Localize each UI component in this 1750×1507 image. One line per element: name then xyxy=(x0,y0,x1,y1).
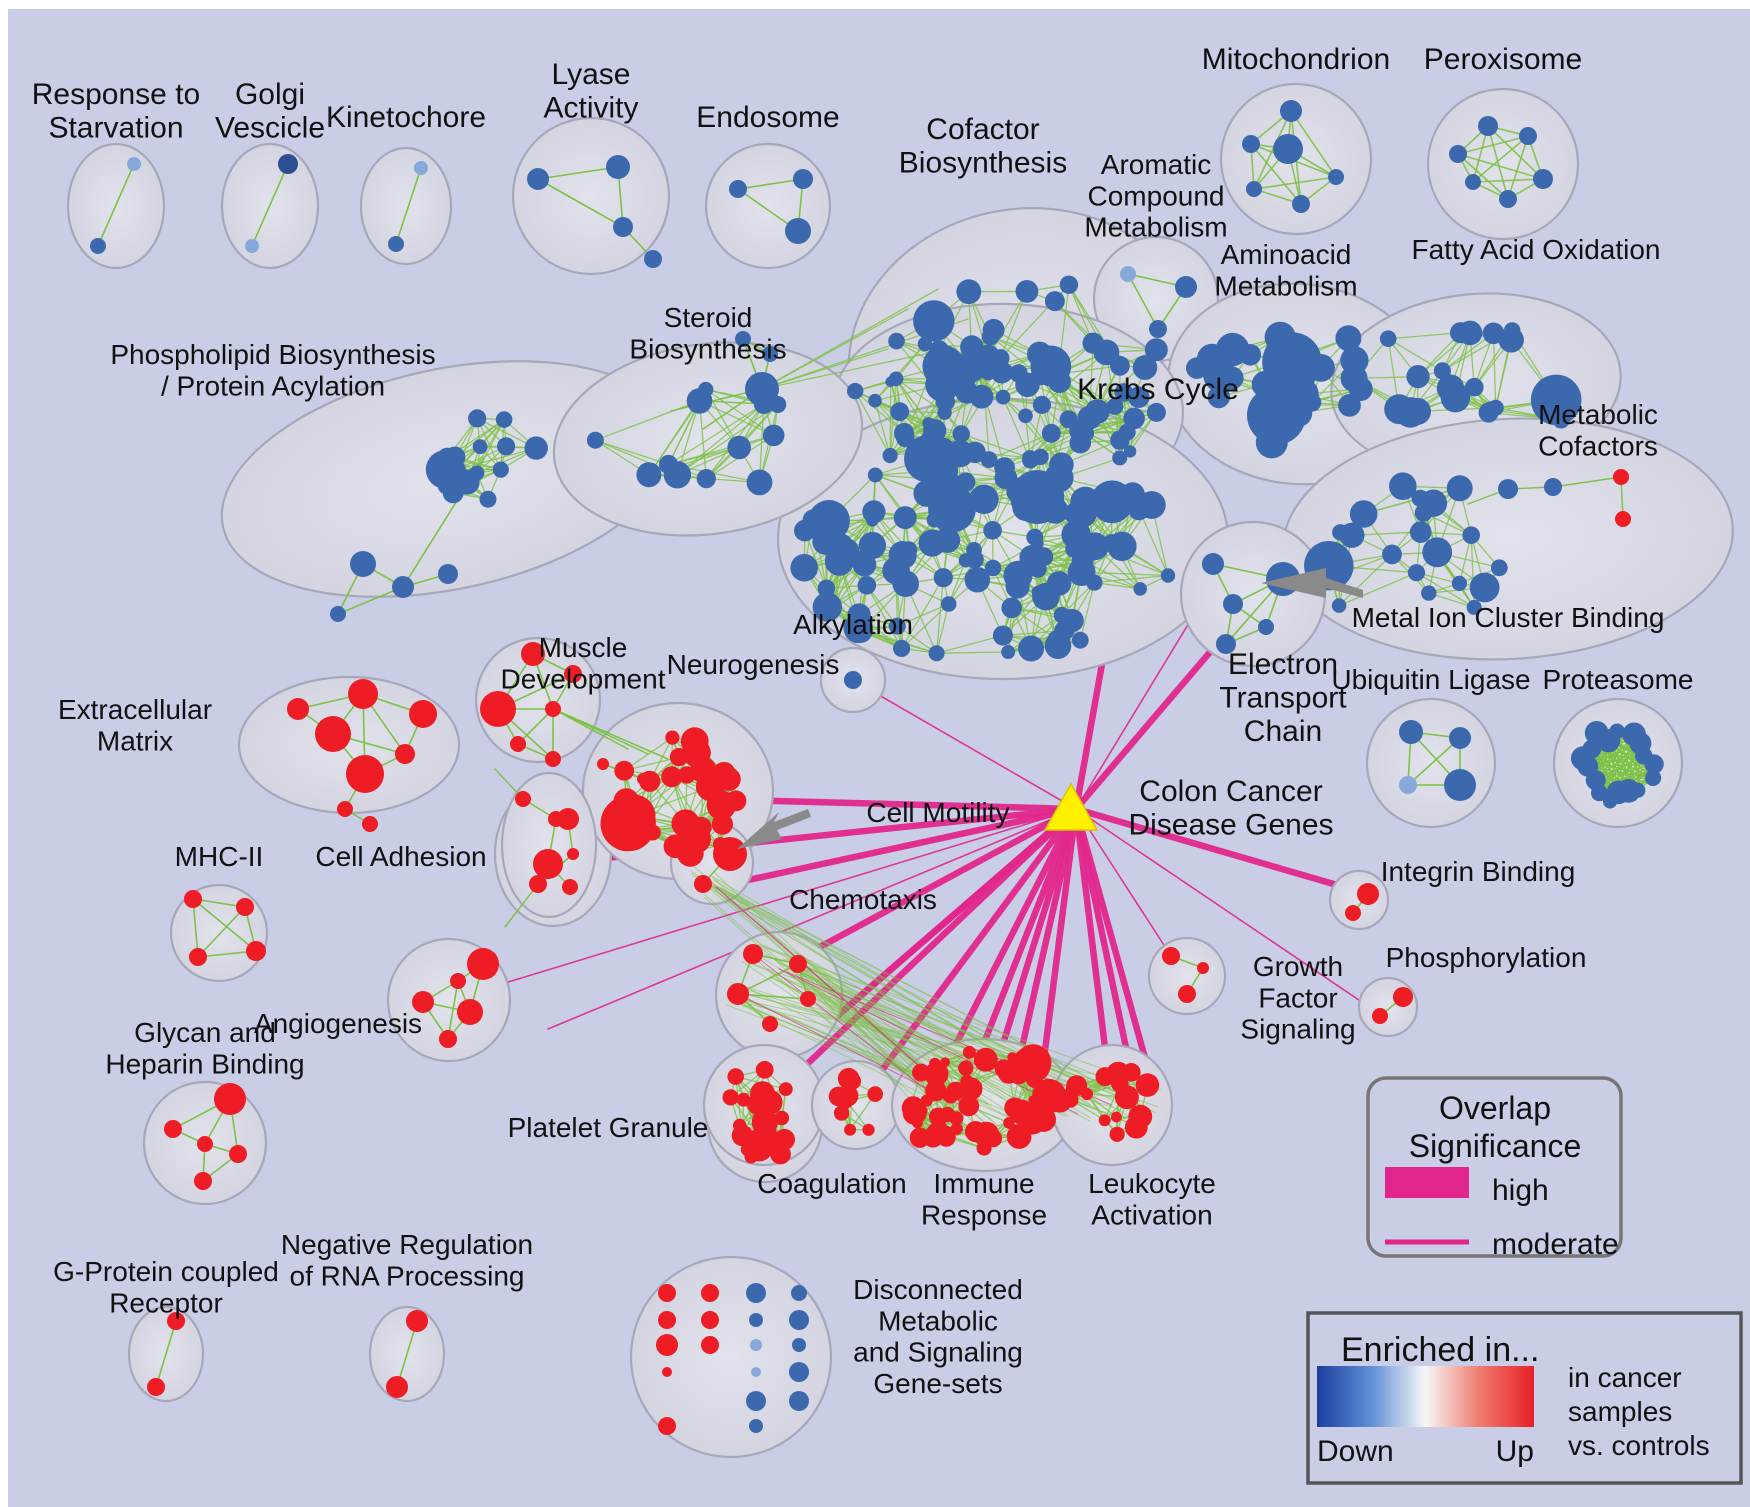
svg-text:Proteasome: Proteasome xyxy=(1543,664,1694,695)
svg-text:Neurogenesis: Neurogenesis xyxy=(667,649,840,680)
svg-text:Coagulation: Coagulation xyxy=(757,1168,906,1199)
svg-text:Down: Down xyxy=(1317,1435,1394,1468)
svg-text:vs. controls: vs. controls xyxy=(1568,1430,1710,1461)
svg-text:moderate: moderate xyxy=(1492,1228,1619,1261)
svg-text:Angiogenesis: Angiogenesis xyxy=(254,1008,422,1039)
svg-text:Mitochondrion: Mitochondrion xyxy=(1202,43,1390,76)
svg-text:Alkylation: Alkylation xyxy=(793,609,913,640)
svg-text:Chemotaxis: Chemotaxis xyxy=(789,884,937,915)
svg-text:Endosome: Endosome xyxy=(696,101,839,134)
svg-text:high: high xyxy=(1492,1174,1549,1207)
svg-text:Enriched in...: Enriched in... xyxy=(1341,1331,1539,1369)
svg-text:Phosphorylation: Phosphorylation xyxy=(1386,942,1587,973)
svg-text:Up: Up xyxy=(1496,1435,1534,1468)
svg-text:in cancer: in cancer xyxy=(1568,1362,1682,1393)
svg-text:Fatty Acid Oxidation: Fatty Acid Oxidation xyxy=(1411,234,1660,265)
svg-text:Platelet Granule: Platelet Granule xyxy=(508,1112,709,1143)
svg-text:Kinetochore: Kinetochore xyxy=(326,101,486,134)
svg-text:Overlap: Overlap xyxy=(1439,1090,1551,1126)
svg-text:Metal Ion Cluster Binding: Metal Ion Cluster Binding xyxy=(1352,602,1665,633)
svg-text:Cell Motility: Cell Motility xyxy=(866,797,1009,828)
svg-text:Ubiquitin Ligase: Ubiquitin Ligase xyxy=(1331,664,1530,695)
svg-text:MHC-II: MHC-II xyxy=(175,841,264,872)
svg-text:Cell Adhesion: Cell Adhesion xyxy=(315,841,486,872)
svg-text:Krebs Cycle: Krebs Cycle xyxy=(1077,373,1239,406)
svg-text:Significance: Significance xyxy=(1409,1128,1582,1164)
svg-text:Integrin Binding: Integrin Binding xyxy=(1381,856,1576,887)
svg-text:Peroxisome: Peroxisome xyxy=(1424,43,1582,76)
svg-text:samples: samples xyxy=(1568,1396,1672,1427)
